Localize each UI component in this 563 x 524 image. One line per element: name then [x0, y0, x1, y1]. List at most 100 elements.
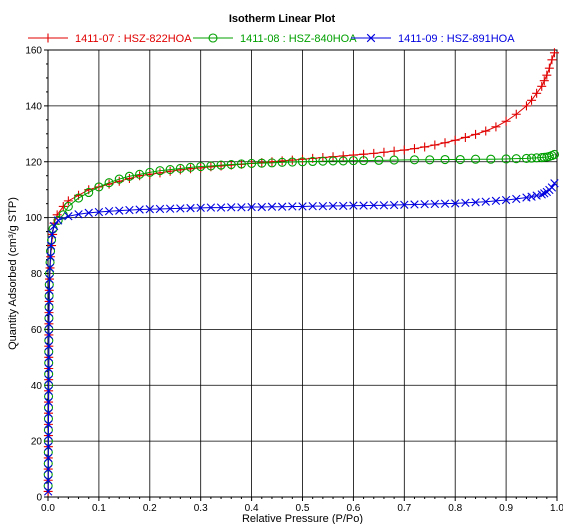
plus-marker: [501, 116, 511, 126]
x-marker: [44, 442, 53, 451]
circle-marker: [165, 165, 175, 175]
y-tick-label: 20: [31, 437, 43, 448]
circle-marker: [455, 154, 465, 165]
plus-marker: [409, 144, 419, 154]
x-marker: [461, 198, 470, 208]
plus-marker: [338, 151, 348, 161]
y-tick-label: 60: [31, 325, 43, 336]
series-line: [47, 154, 555, 486]
x-marker: [288, 202, 297, 211]
x-marker: [176, 204, 185, 213]
x-marker: [349, 201, 358, 210]
series-line: [47, 183, 555, 492]
x-marker: [277, 202, 287, 211]
x-marker: [43, 487, 53, 496]
plus-marker: [43, 33, 53, 43]
plus-marker: [359, 149, 369, 159]
x-marker: [47, 230, 57, 239]
plus-marker: [544, 63, 554, 73]
x-marker: [46, 252, 55, 261]
x-marker: [84, 208, 93, 218]
circle-marker: [257, 158, 267, 168]
x-marker: [186, 203, 195, 213]
x-marker: [44, 431, 53, 440]
x-marker: [165, 204, 175, 213]
plus-marker: [369, 148, 379, 158]
x-marker: [532, 191, 541, 200]
y-tick-label: 100: [25, 213, 42, 224]
x-tick-label: 0.5: [296, 503, 310, 514]
x-tick-label: 0.8: [448, 503, 462, 514]
plus-marker: [539, 76, 549, 86]
y-axis: 0 20 40 60 80 100 120 140 160: [25, 46, 48, 504]
plus-marker: [547, 55, 557, 65]
circle-marker: [226, 159, 236, 170]
plus-marker: [399, 145, 409, 155]
x-marker: [145, 205, 154, 214]
legend-item: 1411-09 : HSZ-891HOA: [351, 33, 515, 45]
y-tick-label: 140: [25, 101, 42, 112]
plus-marker: [420, 142, 430, 152]
circle-marker: [247, 158, 257, 168]
plus-marker: [511, 109, 521, 119]
circle-marker: [135, 169, 145, 179]
x-marker: [206, 203, 216, 212]
circle-marker: [287, 157, 297, 167]
x-marker: [125, 205, 134, 215]
x-marker: [339, 201, 348, 211]
grid-lines: [48, 50, 557, 497]
circle-marker: [277, 157, 287, 167]
chart-title: Isotherm Linear Plot: [229, 13, 336, 25]
plus-marker: [471, 129, 481, 139]
plus-marker: [450, 135, 460, 145]
x-marker: [410, 200, 419, 209]
x-marker: [400, 200, 409, 209]
plus-marker: [527, 95, 537, 105]
x-marker: [155, 204, 165, 214]
x-tick-label: 0.3: [194, 503, 208, 514]
circle-marker: [471, 154, 481, 164]
x-marker: [501, 195, 511, 205]
x-marker: [318, 201, 328, 211]
legend: 1411-07 : HSZ-822HOA 1411-08 : HSZ-840HOA…: [28, 33, 515, 45]
x-marker: [44, 408, 53, 418]
x-marker: [512, 194, 521, 204]
circle-marker: [267, 158, 277, 168]
legend-label: 1411-08 : HSZ-840HOA: [240, 33, 357, 45]
x-tick-label: 0.7: [397, 503, 411, 514]
x-marker: [267, 202, 277, 211]
x-marker: [44, 375, 53, 384]
x-marker: [44, 308, 54, 317]
y-tick-label: 80: [31, 269, 43, 280]
x-marker: [420, 200, 429, 209]
circle-marker: [208, 33, 218, 43]
y-axis-label: Quantity Adsorbed (cm³/g STP): [7, 197, 19, 350]
plus-marker: [430, 140, 440, 150]
x-marker: [247, 202, 256, 212]
x-marker: [328, 201, 338, 211]
circle-marker: [348, 156, 358, 166]
x-marker: [44, 476, 53, 485]
x-marker: [46, 241, 56, 250]
plus-marker: [389, 146, 399, 156]
x-marker: [216, 203, 226, 212]
circle-marker: [155, 166, 165, 176]
x-marker: [49, 221, 59, 231]
x-tick-label: 0.2: [143, 503, 157, 514]
circle-marker: [297, 157, 308, 167]
circle-marker: [196, 161, 206, 172]
circle-marker: [53, 215, 63, 225]
plus-marker: [491, 122, 501, 132]
circle-marker: [409, 155, 420, 165]
x-marker: [44, 319, 54, 328]
y-tick-label: 120: [25, 157, 42, 168]
x-marker: [44, 341, 54, 351]
circle-marker: [175, 163, 185, 174]
x-marker: [522, 193, 531, 202]
x-marker: [44, 464, 53, 474]
plus-marker: [145, 169, 155, 179]
x-marker: [45, 274, 54, 284]
series-plus: [43, 48, 559, 496]
legend-label: 1411-07 : HSZ-822HOA: [75, 33, 192, 45]
